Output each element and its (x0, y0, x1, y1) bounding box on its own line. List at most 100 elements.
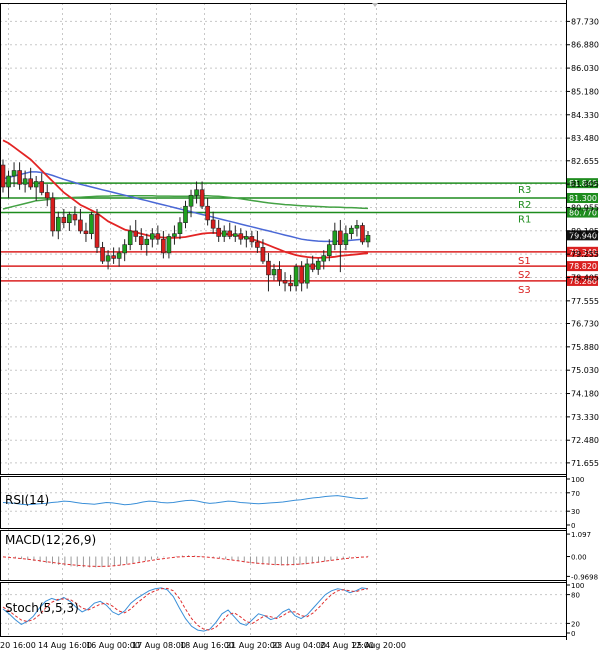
candle-body (133, 230, 139, 237)
candle-body (194, 189, 199, 196)
candle-body (360, 225, 365, 243)
candle-body (61, 216, 67, 224)
x-tick-label: 25 Aug 20:00 (352, 641, 406, 650)
candle-body (354, 225, 360, 229)
y-tick-label: 83.480 (571, 134, 599, 143)
candle-body (17, 170, 22, 185)
y-tick-label: 84.330 (571, 111, 599, 120)
candle-body (304, 263, 310, 284)
candle-body (315, 260, 321, 270)
y-tick-label: 82.655 (571, 157, 599, 166)
scroll-marker-icon (372, 3, 378, 7)
candle-body (150, 233, 155, 240)
level-name-r3: R3 (518, 185, 531, 196)
level-tag-r1 (567, 207, 598, 218)
level-price-s2: 78.820 (569, 262, 597, 271)
y-tick-label: 87.730 (571, 17, 599, 26)
y-tick-label: 81.805 (571, 180, 599, 189)
candle-body (105, 255, 111, 262)
candle-body (39, 181, 45, 193)
level-tag-r2 (567, 192, 598, 203)
rsi-tick-label: 70 (571, 490, 580, 498)
rsi-panel-frame (0, 476, 567, 529)
level-name-s1: S1 (518, 256, 531, 267)
candle-body (288, 282, 293, 287)
y-tick-label: 75.880 (571, 343, 599, 352)
candle-body (172, 233, 177, 237)
candle-body (338, 230, 343, 245)
candle-body (111, 255, 116, 259)
stoch-title: Stoch(5,5,3) (5, 601, 79, 615)
grid-layer (0, 3, 566, 636)
candle-body (271, 269, 277, 276)
price-panel-frame (0, 3, 567, 475)
y-tick-label: 74.180 (571, 390, 599, 399)
candle-body (365, 235, 371, 243)
candle-body (78, 219, 83, 232)
candle-body (67, 214, 72, 224)
level-price-s3: 78.280 (569, 277, 597, 286)
candle-body (44, 192, 50, 199)
candle-body (183, 205, 188, 224)
candle-body (332, 230, 338, 245)
pivot-levels-layer: R3 81.840 R2 81.300 R1 80.770 S1 79.340 S2 78.820… (0, 178, 598, 296)
candle-body (22, 178, 28, 185)
candle-body (205, 205, 210, 221)
candle-body (293, 266, 299, 287)
candle-body (0, 164, 6, 188)
candle-body (161, 238, 166, 254)
macd-signal-line (2, 556, 369, 567)
candle-body (321, 255, 327, 262)
candle-body (299, 266, 304, 284)
x-tick-label: 20 16:00 (0, 641, 36, 650)
x-tick-label: 17 Aug 08:00 (132, 641, 186, 650)
y-tick-label: 86.880 (571, 41, 599, 50)
y-tick-label: 76.730 (571, 319, 599, 328)
level-price-r3: 81.840 (569, 179, 597, 188)
level-name-s2: S2 (518, 270, 531, 281)
y-tick-label: 72.480 (571, 436, 599, 445)
candle-body (255, 241, 260, 248)
candle-body (177, 222, 183, 234)
stoch-tick-label: 100 (571, 582, 584, 590)
rsi-tick-label: 0 (571, 522, 575, 530)
macd-tick-label: 1.097 (571, 531, 591, 539)
y-tick-label: 80.105 (571, 227, 599, 236)
candle-body (72, 214, 78, 221)
stoch-tick-label: 0 (571, 630, 575, 638)
candle-body (138, 236, 144, 245)
y-tick-label: 80.955 (571, 203, 599, 212)
candle-body (227, 230, 233, 237)
level-name-s3: S3 (518, 285, 531, 296)
y-tick-label: 86.030 (571, 64, 599, 73)
x-tick-label: 24 Aug 12:00 (320, 641, 374, 650)
candle-body (221, 230, 227, 237)
level-price-r2: 81.300 (569, 194, 597, 203)
macd-title: MACD(12,26,9) (5, 533, 96, 547)
x-tick-label: 14 Aug 16:00 (38, 641, 92, 650)
candle-body (166, 236, 172, 254)
candle-body (310, 263, 315, 270)
candle-body (100, 247, 105, 262)
candle-body (56, 216, 61, 232)
candle-body (89, 214, 94, 234)
level-name-r1: R1 (518, 215, 531, 226)
panel-titles-layer: RSI(14) MACD(12,26,9) Stoch(5,5,3) (5, 493, 96, 615)
candle-body (50, 197, 56, 232)
rsi-tick-label: 100 (571, 476, 584, 484)
moving-averages-layer (2, 139, 369, 259)
x-tick-label: 21 Aug 20:00 (226, 641, 280, 650)
y-tick-label: 75.030 (571, 366, 599, 375)
y-tick-label: 79.255 (571, 250, 599, 259)
candle-body (28, 178, 33, 188)
candle-body (232, 233, 238, 237)
candle-body (238, 233, 244, 240)
candle-body (244, 236, 249, 240)
level-name-r2: R2 (518, 200, 531, 211)
candle-body (343, 233, 349, 245)
candle-body (94, 214, 100, 248)
rsi-line (2, 495, 369, 506)
candle-body (127, 230, 133, 245)
